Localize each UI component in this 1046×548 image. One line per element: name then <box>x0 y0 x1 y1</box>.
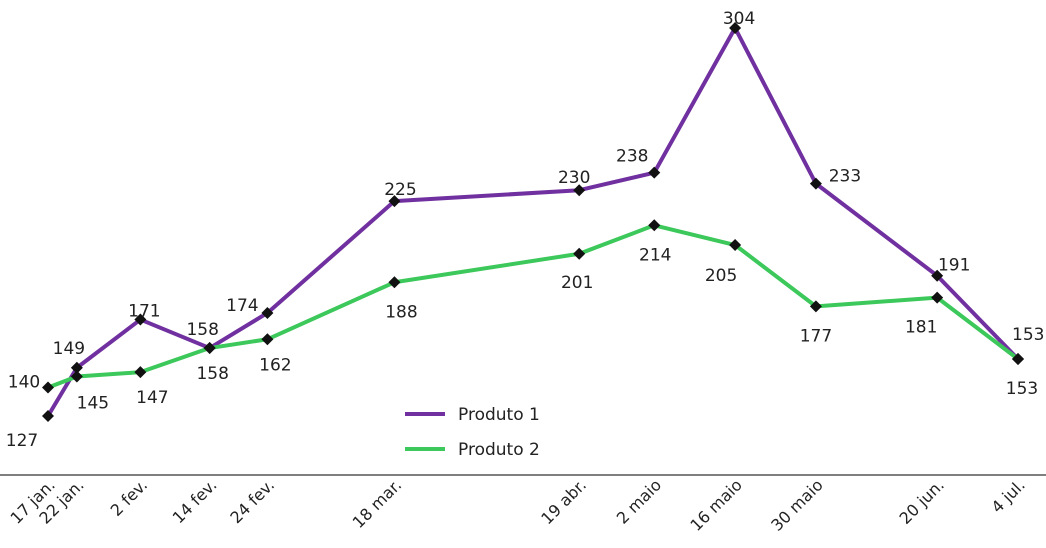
legend-item-produto-2: Produto 2 <box>405 440 540 460</box>
x-tick-label-3: 2 fev. <box>107 475 152 520</box>
data-label-s1-12: 153 <box>1012 325 1044 345</box>
legend-label-produto-2: Produto 2 <box>458 440 540 460</box>
data-label-s1-4: 158 <box>186 320 218 340</box>
x-tick-label-11: 20 jun. <box>895 475 948 528</box>
series-line-2 <box>47 223 1020 390</box>
data-point-s1-5 <box>261 306 274 319</box>
data-point-s1-9 <box>729 22 742 34</box>
x-tick-label-9: 16 maio <box>686 475 745 534</box>
legend-item-produto-1: Produto 1 <box>405 405 540 425</box>
x-tick-label-7: 19 abr. <box>537 475 590 528</box>
data-label-s1-11: 191 <box>938 256 970 276</box>
data-label-s2-12: 153 <box>1006 379 1038 399</box>
data-label-s2-4: 158 <box>196 364 228 384</box>
data-label-s1-6: 225 <box>384 180 416 200</box>
data-point-s1-10 <box>809 177 822 190</box>
x-tick-label-6: 18 mar. <box>349 475 406 532</box>
data-label-s2-8: 214 <box>639 245 671 265</box>
data-label-s2-2: 145 <box>77 394 109 414</box>
series-line-1 <box>46 26 1020 418</box>
data-point-s2-12 <box>1012 353 1024 366</box>
x-axis-tick-labels: 17 jan.22 jan. 2 fev. 14 fev. 24 fev. 18 mar… <box>7 475 1029 534</box>
data-label-s1-1: 127 <box>6 431 38 451</box>
data-label-s2-10: 177 <box>800 326 832 346</box>
series-lines <box>46 26 1020 418</box>
data-point-s2-4 <box>203 342 216 355</box>
data-label-s2-5: 162 <box>259 355 291 375</box>
x-tick-label-5: 24 fev. <box>226 475 278 527</box>
data-label-s1-7: 230 <box>558 168 590 188</box>
data-label-s2-7: 201 <box>561 273 593 293</box>
data-label-s2-9: 205 <box>705 266 737 286</box>
data-point-s2-8 <box>648 219 661 232</box>
data-point-s2-2 <box>70 370 83 383</box>
data-point-s1-8 <box>648 166 661 179</box>
data-label-s1-10: 233 <box>829 167 861 187</box>
data-label-s1-2: 149 <box>53 339 85 359</box>
legend: Produto 1 Produto 2 <box>405 405 540 460</box>
data-label-s1-9: 304 <box>723 9 755 29</box>
data-point-s2-1 <box>42 381 54 394</box>
x-tick-label-4: 14 fev. <box>169 475 221 527</box>
data-point-s2-5 <box>261 333 274 346</box>
data-point-s2-3 <box>134 366 147 379</box>
x-tick-label-8: 2 maio <box>613 475 665 527</box>
data-label-s2-3: 147 <box>136 388 168 408</box>
data-label-s2-6: 188 <box>385 302 417 322</box>
data-label-s2-11: 181 <box>905 318 937 338</box>
data-labels: 127 149 171 158 174 225 230 238 304 233 191 153 140 1… <box>6 9 1045 451</box>
data-point-s1-6 <box>388 195 401 208</box>
data-label-s1-8: 238 <box>616 147 648 167</box>
data-point-s1-2 <box>70 361 83 374</box>
data-label-s1-5: 174 <box>226 296 258 316</box>
x-tick-label-10: 30 maio <box>767 475 826 534</box>
data-point-s2-11 <box>931 291 944 304</box>
x-tick-label-12: 4 jul. <box>988 475 1029 516</box>
data-point-s2-6 <box>388 276 401 289</box>
legend-label-produto-1: Produto 1 <box>458 405 540 425</box>
data-point-s2-10 <box>809 300 822 313</box>
data-label-s2-1: 140 <box>8 373 40 393</box>
data-markers <box>42 22 1024 422</box>
data-label-s1-3: 171 <box>128 302 160 322</box>
data-point-s1-3 <box>134 313 147 326</box>
data-point-s1-11 <box>931 269 944 282</box>
data-point-s1-1 <box>42 410 54 422</box>
data-point-s2-7 <box>573 247 586 260</box>
data-point-s1-7 <box>573 184 586 197</box>
data-point-s2-9 <box>729 239 742 252</box>
